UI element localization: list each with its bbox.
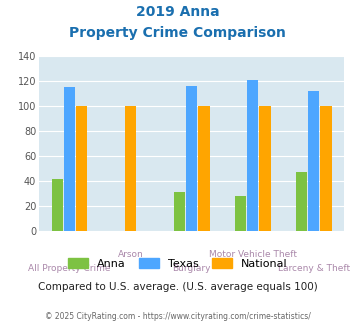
Bar <box>198 106 209 231</box>
Bar <box>308 91 320 231</box>
Bar <box>247 80 258 231</box>
Text: Burglary: Burglary <box>173 264 211 273</box>
Bar <box>64 87 75 231</box>
Text: Arson: Arson <box>118 250 143 259</box>
Text: All Property Crime: All Property Crime <box>28 264 111 273</box>
Bar <box>186 86 197 231</box>
Bar <box>125 106 136 231</box>
Text: Motor Vehicle Theft: Motor Vehicle Theft <box>209 250 297 259</box>
Bar <box>260 106 271 231</box>
Bar <box>52 179 63 231</box>
Text: Property Crime Comparison: Property Crime Comparison <box>69 26 286 40</box>
Bar <box>235 196 246 231</box>
Bar <box>76 106 87 231</box>
Bar <box>296 172 307 231</box>
Bar <box>321 106 332 231</box>
Text: 2019 Anna: 2019 Anna <box>136 5 219 19</box>
Legend: Anna, Texas, National: Anna, Texas, National <box>68 258 287 269</box>
Text: Compared to U.S. average. (U.S. average equals 100): Compared to U.S. average. (U.S. average … <box>38 282 317 292</box>
Text: © 2025 CityRating.com - https://www.cityrating.com/crime-statistics/: © 2025 CityRating.com - https://www.city… <box>45 312 310 321</box>
Bar <box>174 192 185 231</box>
Text: Larceny & Theft: Larceny & Theft <box>278 264 350 273</box>
